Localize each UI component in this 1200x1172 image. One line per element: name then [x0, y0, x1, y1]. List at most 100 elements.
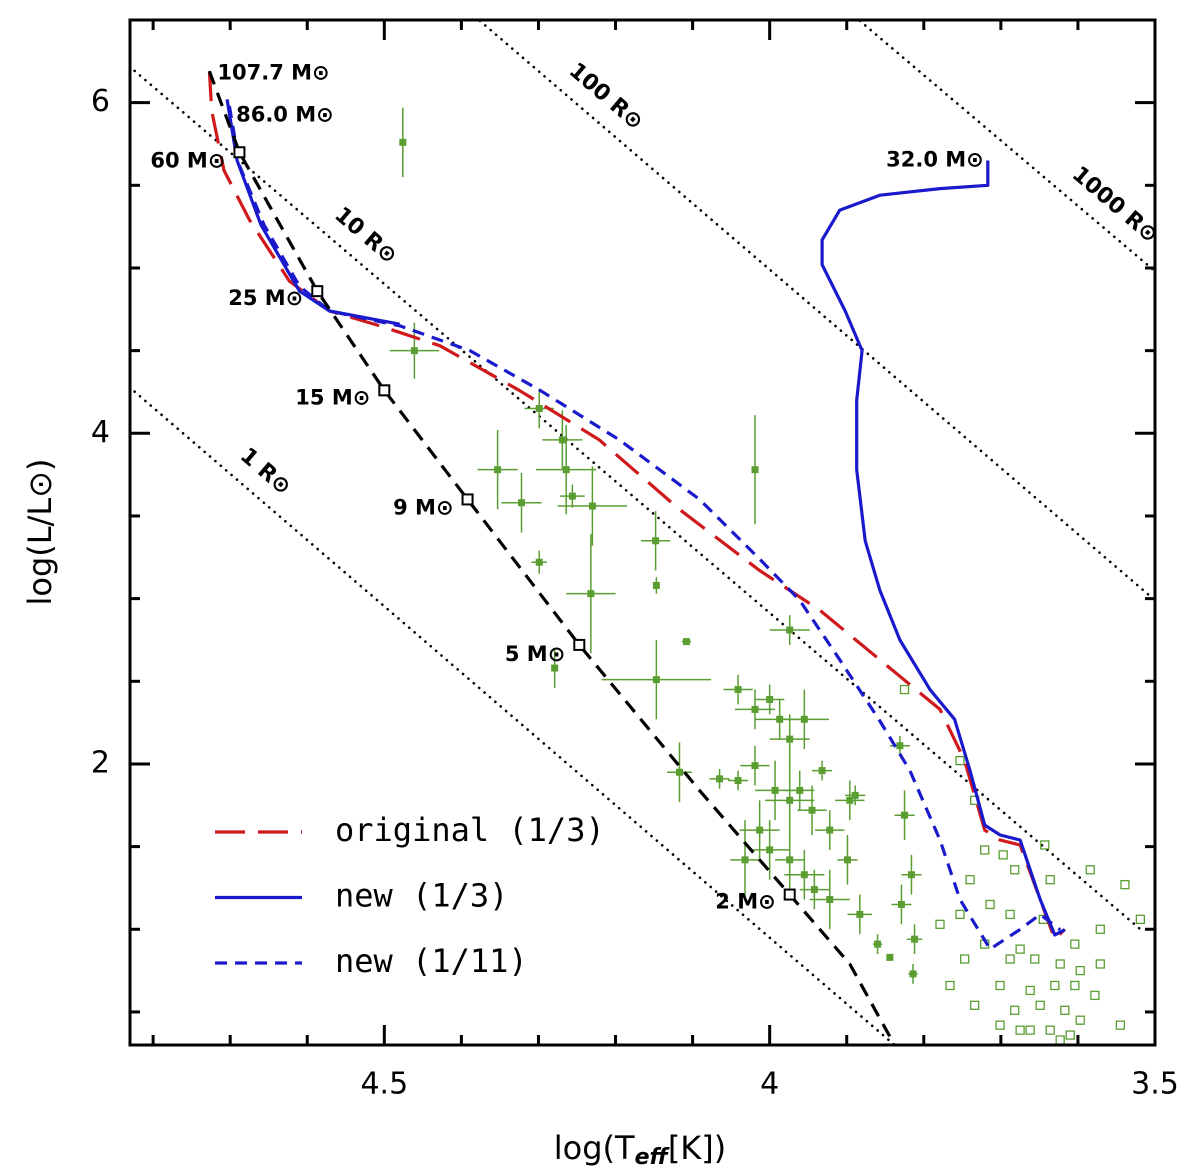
point [800, 871, 808, 879]
open-point [1040, 840, 1050, 850]
point [741, 856, 749, 864]
point [818, 767, 826, 775]
open-point [1030, 954, 1040, 964]
point [911, 935, 919, 943]
mass-marker [783, 888, 796, 901]
series-line [207, 70, 896, 1045]
point [796, 786, 804, 794]
open-point [899, 684, 910, 695]
radius-label: 1000 R⊙ [1067, 162, 1163, 249]
mass-label: 107.7 M⊙ [217, 60, 329, 84]
open-point [1005, 909, 1015, 920]
radius-label: 10 R⊙ [329, 202, 401, 269]
x-tick-label: 3.5 [1131, 1067, 1179, 1102]
point [751, 705, 759, 713]
open-point [1090, 990, 1100, 1001]
open-point [945, 980, 955, 991]
radius-line [130, 385, 896, 1045]
series-line [227, 105, 1062, 951]
open-point [1075, 1015, 1085, 1025]
open-point [1050, 980, 1060, 991]
point [786, 626, 794, 634]
point [652, 581, 660, 589]
point [734, 686, 742, 694]
point [907, 871, 915, 879]
point [518, 499, 526, 507]
x-label-sub: eff [635, 1145, 671, 1170]
point [846, 796, 854, 804]
point [675, 768, 683, 776]
legend-label: new (1/11) [335, 942, 528, 980]
open-point [1065, 1030, 1075, 1040]
point [535, 558, 543, 566]
y-tick-label: 2 [91, 745, 110, 780]
point [826, 896, 834, 904]
open-point [965, 875, 975, 885]
point [399, 138, 407, 146]
x-label-part: log(T [554, 1129, 635, 1167]
open-point [959, 954, 970, 964]
point [562, 466, 570, 474]
radius-line [478, 20, 1155, 602]
point [909, 970, 917, 978]
open-point [1070, 939, 1080, 949]
open-point [1095, 959, 1105, 969]
point [786, 856, 794, 864]
point [786, 735, 794, 743]
open-point [1010, 1005, 1020, 1015]
point [587, 590, 595, 598]
open-point [1010, 865, 1020, 875]
x-label-part: [K]) [668, 1129, 726, 1167]
open-point [1005, 954, 1015, 964]
open-point [935, 919, 945, 929]
open-point [955, 755, 965, 766]
open-point [995, 1020, 1005, 1030]
radius-label: 1 R⊙ [235, 443, 296, 500]
point [826, 826, 834, 834]
point [886, 953, 894, 961]
point [751, 762, 759, 770]
plot-area [130, 20, 1155, 1045]
point [896, 742, 904, 750]
mass-label: 32.0 M⊙ [886, 148, 984, 172]
open-point [1070, 980, 1080, 991]
mass-label: 9 M⊙ [393, 495, 453, 519]
open-point [1055, 959, 1065, 969]
point [810, 886, 818, 894]
mass-label: 86.0 M⊙ [236, 102, 334, 126]
point [716, 775, 724, 783]
open-point [1135, 914, 1146, 925]
x-tick-label: 4 [760, 1067, 779, 1102]
open-point [998, 850, 1008, 860]
open-point [1060, 1005, 1070, 1015]
point [844, 856, 851, 864]
point [808, 806, 816, 814]
open-point [1115, 1020, 1125, 1030]
point [766, 695, 774, 703]
open-point [1075, 965, 1085, 976]
plot-frame [128, 18, 1157, 1047]
open-point [1085, 865, 1095, 875]
open-point [985, 899, 995, 910]
x-axis-label: log(Teff[K]) [554, 1129, 727, 1170]
x-tick-label: 4.5 [360, 1067, 408, 1102]
mass-label: 25 M⊙ [228, 286, 303, 310]
point [734, 776, 742, 784]
open-point [970, 1000, 980, 1010]
mass-label: 60 M⊙ [150, 148, 225, 172]
open-point [1055, 1035, 1065, 1045]
point [771, 786, 779, 794]
radius-line [858, 20, 1155, 273]
open-point [1045, 1025, 1055, 1035]
y-tick-label: 4 [91, 415, 110, 450]
open-point [995, 980, 1005, 991]
point [652, 537, 660, 545]
y-tick-label: 6 [91, 84, 110, 119]
open-point [1025, 1025, 1035, 1035]
open-point [1015, 1025, 1025, 1035]
point [410, 347, 418, 355]
mass-marker [461, 493, 474, 506]
mass-label: 15 M⊙ [295, 385, 370, 409]
mass-label: 2 M⊙ [715, 890, 775, 914]
